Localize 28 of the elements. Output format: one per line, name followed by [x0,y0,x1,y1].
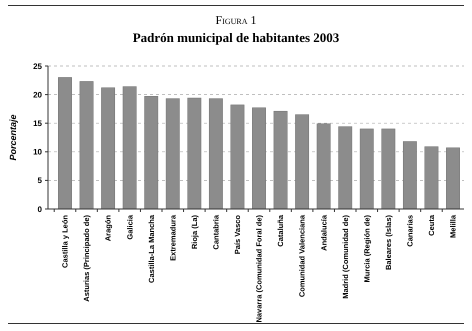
y-tick-label: 25 [33,62,43,71]
bar [58,77,72,210]
bar [187,98,202,210]
y-tick-label: 20 [33,90,43,100]
bar [252,108,266,210]
y-tick-label: 15 [33,119,43,128]
y-tick-label: 10 [33,148,43,157]
y-tick-label: 5 [38,176,43,186]
bar [381,128,396,210]
bar [295,114,310,210]
bar [402,141,417,210]
bar [208,98,223,210]
bar [101,87,116,210]
bar [274,110,288,210]
bar [316,124,331,210]
chart-title: Figura 1 [215,13,257,27]
bar [122,86,137,210]
bar [166,98,180,210]
bar [80,81,94,210]
bar [144,96,158,210]
y-tick-label: 0 [38,204,43,214]
chart-subtitle: Padrón municipal de habitantes 2003 [132,30,340,45]
bar [338,126,352,210]
bar [424,146,438,210]
bar [360,128,374,210]
bar [230,104,244,210]
bar [446,148,460,210]
y-axis-title: Porcentaje [8,114,18,161]
